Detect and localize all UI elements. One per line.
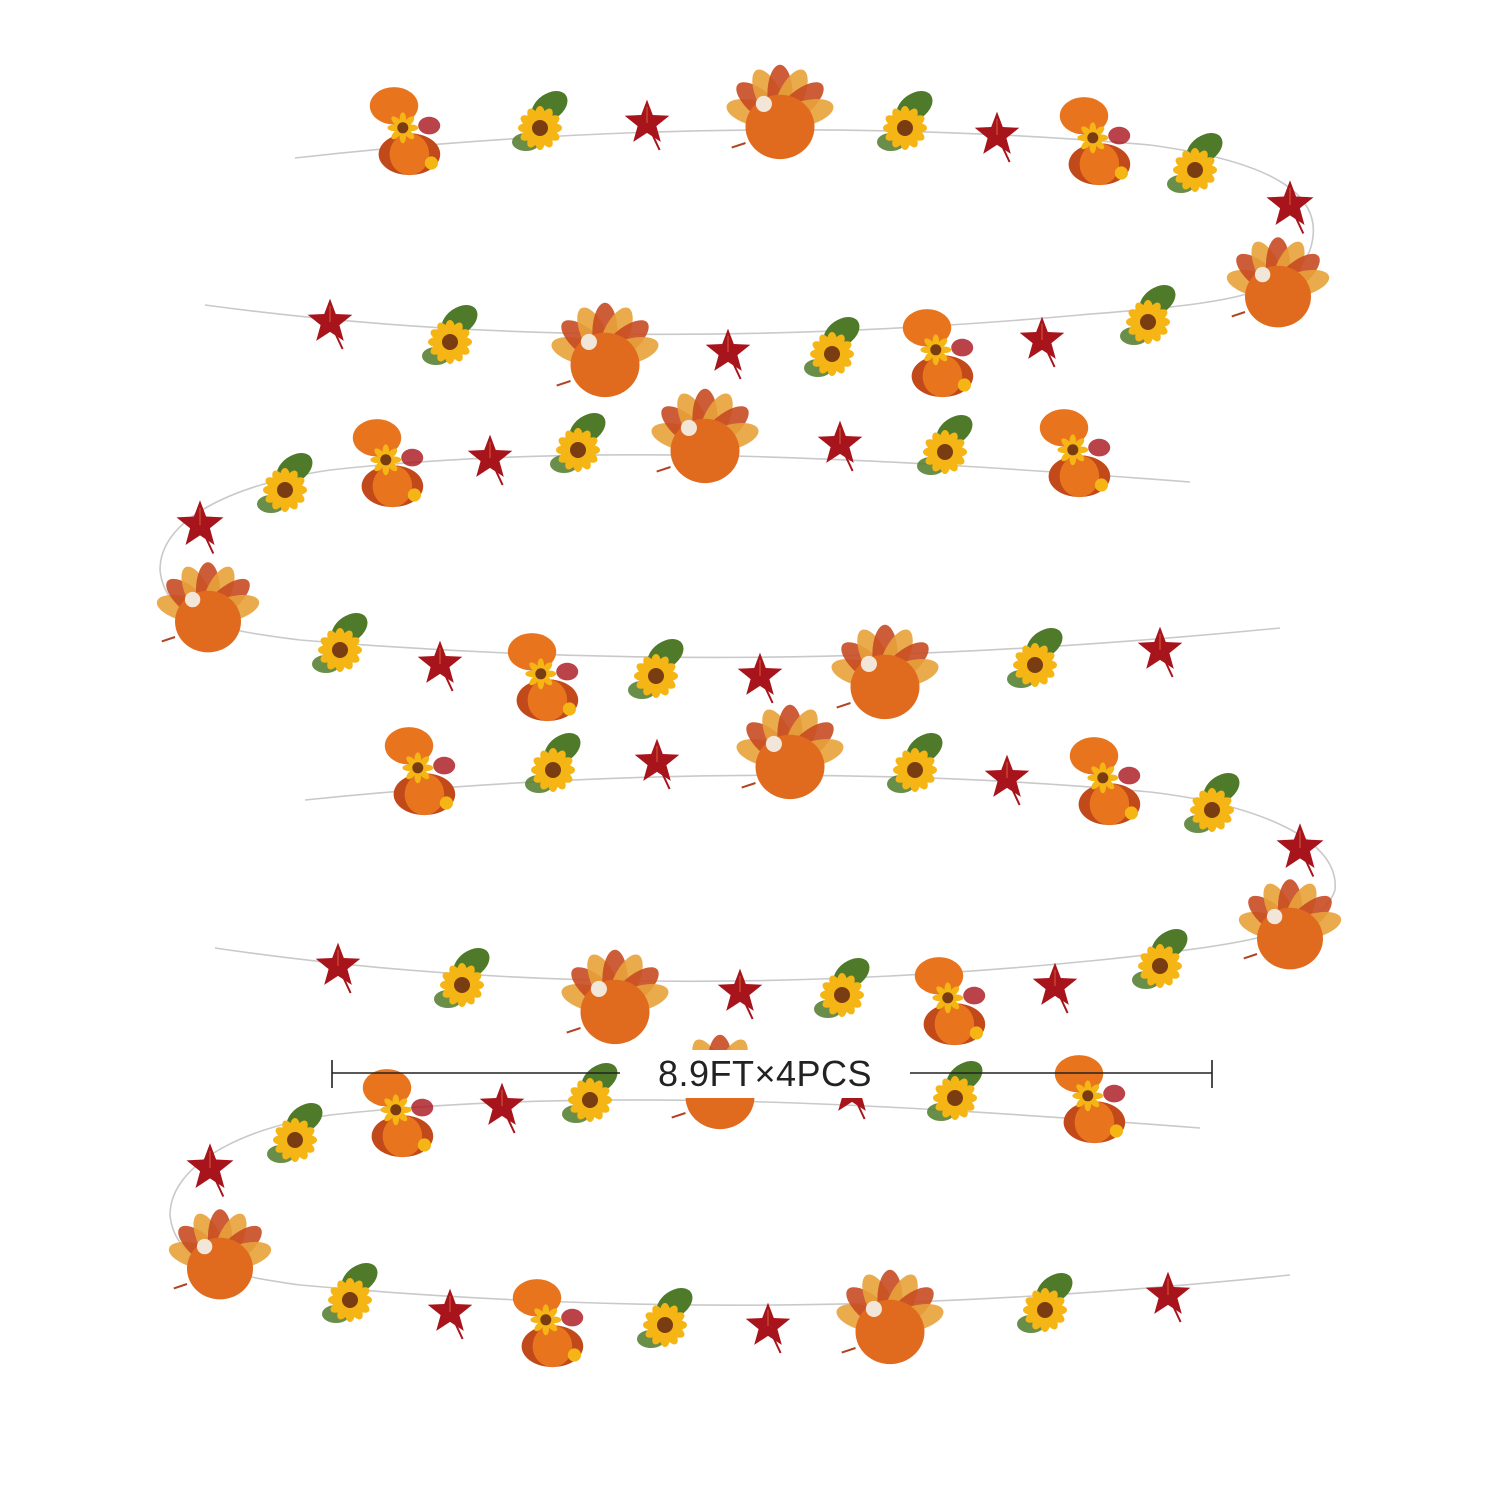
turkey-ornament [156, 562, 260, 653]
maple-ornament [1266, 180, 1314, 234]
sunflower-ornament [562, 1063, 618, 1123]
pumpkin-ornament [902, 309, 974, 398]
sunflower-ornament [257, 453, 313, 513]
sunflower-ornament [422, 305, 478, 365]
sunflower-ornament [814, 958, 870, 1018]
maple-ornament [315, 942, 361, 994]
pumpkin-ornament [1054, 1055, 1126, 1144]
sunflower-ornament [512, 91, 568, 151]
dimension-line [331, 1060, 1213, 1088]
maple-ornament [1032, 962, 1078, 1014]
size-caption: 8.9FT×4PCS [620, 1050, 910, 1098]
pumpkin-ornament [914, 957, 986, 1046]
sunflower-ornament [1132, 929, 1188, 989]
maple-ornament [624, 99, 670, 151]
sunflower-ornament [804, 317, 860, 377]
sunflower-ornament [1017, 1273, 1073, 1333]
maple-ornament [307, 298, 353, 350]
sunflower-ornament [312, 613, 368, 673]
maple-ornament [1145, 1271, 1191, 1323]
turkey-ornament [551, 302, 659, 398]
maple-ornament [467, 434, 513, 486]
maple-ornament [745, 1302, 791, 1354]
maple-ornament [186, 1143, 234, 1197]
maple-ornament [817, 420, 863, 472]
maple-ornament [1019, 316, 1065, 368]
sunflower-ornament [434, 948, 490, 1008]
sunflower-ornament [550, 413, 606, 473]
pumpkin-ornament [1039, 409, 1111, 498]
maple-ornament [984, 754, 1030, 806]
turkey-ornament [1238, 879, 1342, 970]
maple-ornament [737, 652, 783, 704]
turkey-ornament [1226, 237, 1330, 328]
maple-ornament [1276, 823, 1324, 877]
pumpkin-ornament [1069, 737, 1141, 826]
maple-ornament [634, 738, 680, 790]
sunflower-ornament [1184, 773, 1240, 833]
maple-ornament [176, 500, 224, 554]
garland-string [159, 454, 1281, 659]
garland-string [214, 774, 1336, 982]
maple-ornament [417, 640, 463, 692]
turkey-ornament [651, 388, 759, 484]
garland-ornaments [156, 64, 1342, 1368]
maple-ornament [427, 1288, 473, 1340]
turkey-ornament [836, 1269, 944, 1365]
maple-ornament [479, 1082, 525, 1134]
sunflower-ornament [628, 639, 684, 699]
maple-ornament [705, 328, 751, 380]
pumpkin-ornament [384, 727, 456, 816]
turkey-ornament [736, 704, 844, 800]
pumpkin-ornament [507, 633, 579, 722]
pumpkin-ornament [362, 1069, 434, 1158]
maple-ornament [974, 111, 1020, 163]
sunflower-ornament [1007, 628, 1063, 688]
maple-ornament [1137, 626, 1183, 678]
pumpkin-ornament [512, 1279, 584, 1368]
turkey-ornament [726, 64, 834, 160]
maple-ornament [717, 968, 763, 1020]
turkey-ornament [831, 624, 939, 720]
sunflower-ornament [927, 1061, 983, 1121]
sunflower-ornament [877, 91, 933, 151]
sunflower-ornament [1120, 285, 1176, 345]
sunflower-ornament [1167, 133, 1223, 193]
sunflower-ornament [267, 1103, 323, 1163]
garland-string [204, 129, 1315, 336]
sunflower-ornament [917, 415, 973, 475]
sunflower-ornament [887, 733, 943, 793]
turkey-ornament [168, 1209, 272, 1300]
sunflower-ornament [525, 733, 581, 793]
sunflower-ornament [322, 1263, 378, 1323]
pumpkin-ornament [1059, 97, 1131, 186]
pumpkin-ornament [352, 419, 424, 508]
sunflower-ornament [637, 1288, 693, 1348]
pumpkin-ornament [369, 87, 441, 176]
turkey-ornament [561, 949, 669, 1045]
